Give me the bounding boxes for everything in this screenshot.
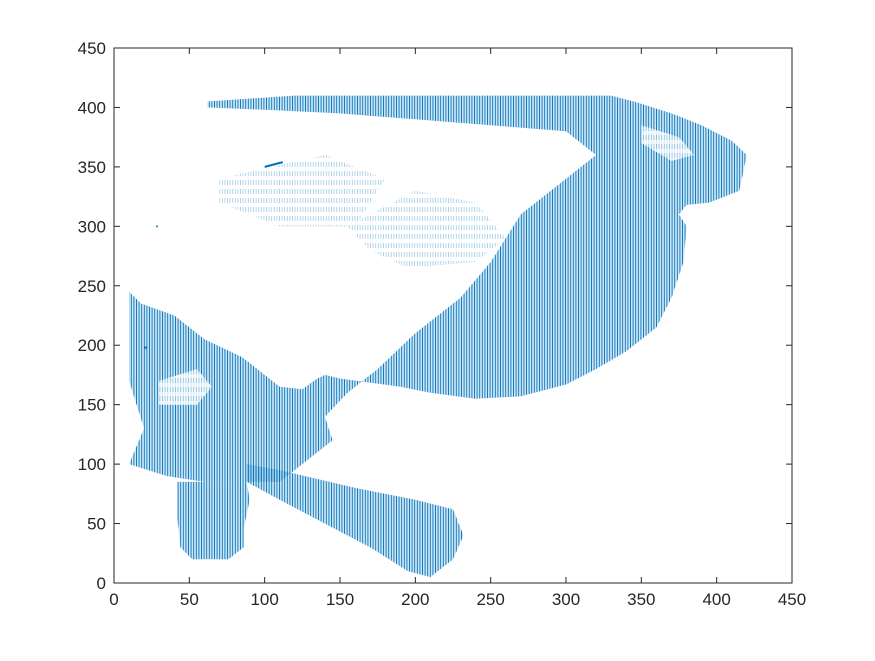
y-tick-label: 150 [78,396,106,415]
vector-region-upper-body [129,95,747,482]
y-tick-label: 300 [78,217,106,236]
y-tick-label: 50 [87,515,106,534]
vector-region-tint [246,464,464,578]
stray-vector [264,161,284,168]
x-tick-label: 350 [627,590,655,609]
x-tick-label: 150 [326,590,354,609]
sparse-area-vectors [159,369,212,405]
y-tick-label: 200 [78,336,106,355]
x-tick-label: 100 [250,590,278,609]
x-tick-label: 0 [109,590,118,609]
y-tick-label: 400 [78,98,106,117]
y-tick-label: 100 [78,455,106,474]
x-tick-label: 200 [401,590,429,609]
y-tick-label: 250 [78,277,106,296]
x-tick-label: 400 [702,590,730,609]
vector-region-lower-arm [246,464,464,578]
vector-region-left-lobe [177,481,250,560]
x-tick-label: 50 [180,590,199,609]
vector-region-tint [129,95,747,482]
y-axis: 0 50 100 150 200 250 300 350 400 450 [78,39,792,593]
axes-box [113,47,793,584]
y-tick-label: 450 [78,39,106,58]
x-axis: 0 50 100 150 200 250 300 350 400 450 [109,48,806,609]
sparse-area-vectors [347,190,506,268]
vector-region-tint [177,481,250,560]
x-tick-label: 250 [476,590,504,609]
y-tick-label: 0 [97,574,106,593]
x-tick-label: 450 [778,590,806,609]
x-tick-label: 300 [552,590,580,609]
sparse-area-vectors [219,155,386,227]
vector-field [129,95,747,578]
y-tick-label: 350 [78,158,106,177]
sparse-area-vectors [641,125,695,161]
